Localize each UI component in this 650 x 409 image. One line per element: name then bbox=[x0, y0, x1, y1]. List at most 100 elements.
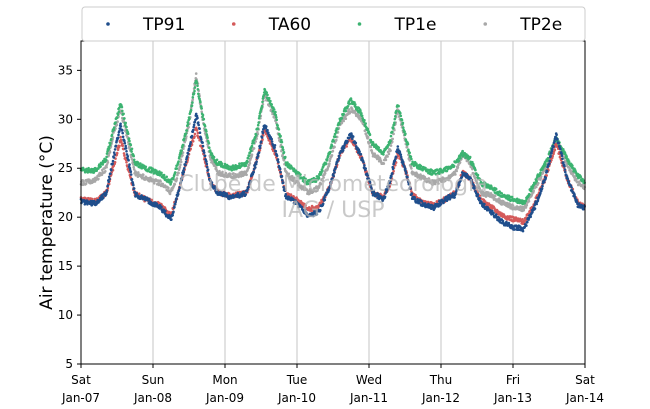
data-point bbox=[247, 154, 251, 157]
data-point bbox=[250, 144, 254, 148]
data-point bbox=[452, 164, 456, 168]
data-point bbox=[550, 151, 553, 155]
data-point bbox=[257, 117, 261, 120]
data-point bbox=[402, 160, 405, 164]
data-point bbox=[481, 184, 485, 188]
y-axis-label: Air temperature (°C) bbox=[37, 135, 57, 310]
data-point bbox=[259, 140, 263, 143]
data-point bbox=[162, 173, 166, 177]
data-point bbox=[363, 164, 366, 167]
data-point bbox=[159, 180, 162, 183]
data-point bbox=[123, 139, 126, 143]
data-point bbox=[215, 158, 219, 162]
data-point bbox=[577, 202, 581, 205]
data-point bbox=[197, 95, 200, 98]
data-point bbox=[105, 189, 109, 192]
data-point bbox=[344, 117, 348, 120]
data-point bbox=[196, 116, 199, 120]
data-point bbox=[187, 147, 191, 151]
x-axis: SatJan-07SunJan-08MonJan-09TueJan-10WedJ… bbox=[61, 364, 604, 405]
data-point bbox=[124, 144, 127, 148]
data-point bbox=[331, 149, 335, 153]
data-point bbox=[384, 158, 388, 162]
data-point bbox=[567, 180, 570, 183]
data-point bbox=[122, 152, 126, 155]
x-tick-label-date: Jan-07 bbox=[61, 391, 100, 405]
data-point bbox=[132, 158, 136, 162]
data-point bbox=[164, 209, 167, 213]
data-point bbox=[267, 96, 271, 100]
legend-label-ta60: TA60 bbox=[268, 15, 311, 35]
data-point bbox=[533, 203, 536, 207]
data-point bbox=[459, 156, 462, 160]
y-tick-label: 35 bbox=[58, 63, 73, 77]
data-point bbox=[188, 117, 191, 121]
data-point bbox=[336, 128, 339, 131]
data-point bbox=[406, 142, 410, 146]
data-point bbox=[369, 183, 373, 187]
y-tick-label: 5 bbox=[65, 357, 73, 371]
data-point bbox=[116, 120, 119, 123]
data-point bbox=[256, 156, 259, 160]
data-point bbox=[214, 186, 217, 190]
data-point bbox=[565, 155, 568, 158]
data-point bbox=[330, 154, 334, 157]
data-point bbox=[393, 117, 397, 121]
data-point bbox=[256, 127, 260, 131]
data-point bbox=[270, 140, 274, 143]
data-point bbox=[191, 96, 195, 99]
data-point bbox=[214, 166, 218, 169]
data-point bbox=[551, 147, 554, 151]
data-point bbox=[249, 180, 253, 183]
data-point bbox=[319, 182, 323, 186]
data-point bbox=[108, 177, 111, 181]
data-point bbox=[205, 162, 209, 166]
legend-marker-tp1e bbox=[357, 22, 362, 26]
data-point bbox=[321, 179, 325, 183]
y-tick-label: 25 bbox=[58, 161, 73, 175]
data-point bbox=[123, 141, 127, 145]
data-point bbox=[324, 162, 328, 165]
data-point bbox=[562, 148, 565, 151]
x-tick-label-day: Wed bbox=[356, 373, 382, 387]
data-point bbox=[249, 149, 253, 153]
data-point bbox=[478, 178, 482, 182]
data-point bbox=[382, 153, 385, 156]
data-point bbox=[408, 151, 412, 155]
data-point bbox=[247, 157, 250, 160]
data-point bbox=[328, 159, 332, 163]
data-point bbox=[292, 176, 296, 180]
data-point bbox=[276, 124, 279, 127]
data-point bbox=[109, 172, 112, 175]
data-point bbox=[388, 180, 392, 183]
data-point bbox=[391, 167, 395, 171]
data-point bbox=[282, 159, 286, 162]
data-point bbox=[533, 207, 537, 210]
data-point bbox=[548, 159, 551, 163]
data-point bbox=[257, 151, 261, 154]
data-point bbox=[280, 138, 283, 142]
data-point bbox=[423, 202, 427, 205]
data-point bbox=[186, 152, 190, 155]
data-point bbox=[110, 133, 114, 137]
data-point bbox=[457, 159, 461, 163]
data-point bbox=[193, 89, 196, 93]
y-tick-label: 10 bbox=[58, 308, 73, 322]
data-point bbox=[132, 168, 136, 171]
data-point bbox=[454, 173, 457, 176]
data-point bbox=[206, 136, 209, 140]
data-point bbox=[112, 128, 116, 131]
data-point bbox=[521, 218, 524, 221]
data-point bbox=[113, 148, 117, 151]
data-point bbox=[546, 159, 549, 162]
data-point bbox=[351, 137, 354, 141]
data-point bbox=[289, 193, 293, 196]
data-point bbox=[163, 206, 167, 209]
data-point bbox=[474, 168, 477, 172]
data-point bbox=[215, 189, 219, 192]
data-point bbox=[97, 177, 100, 181]
data-point bbox=[173, 205, 176, 209]
legend-label-tp91: TP91 bbox=[142, 15, 185, 35]
data-point bbox=[402, 126, 405, 129]
